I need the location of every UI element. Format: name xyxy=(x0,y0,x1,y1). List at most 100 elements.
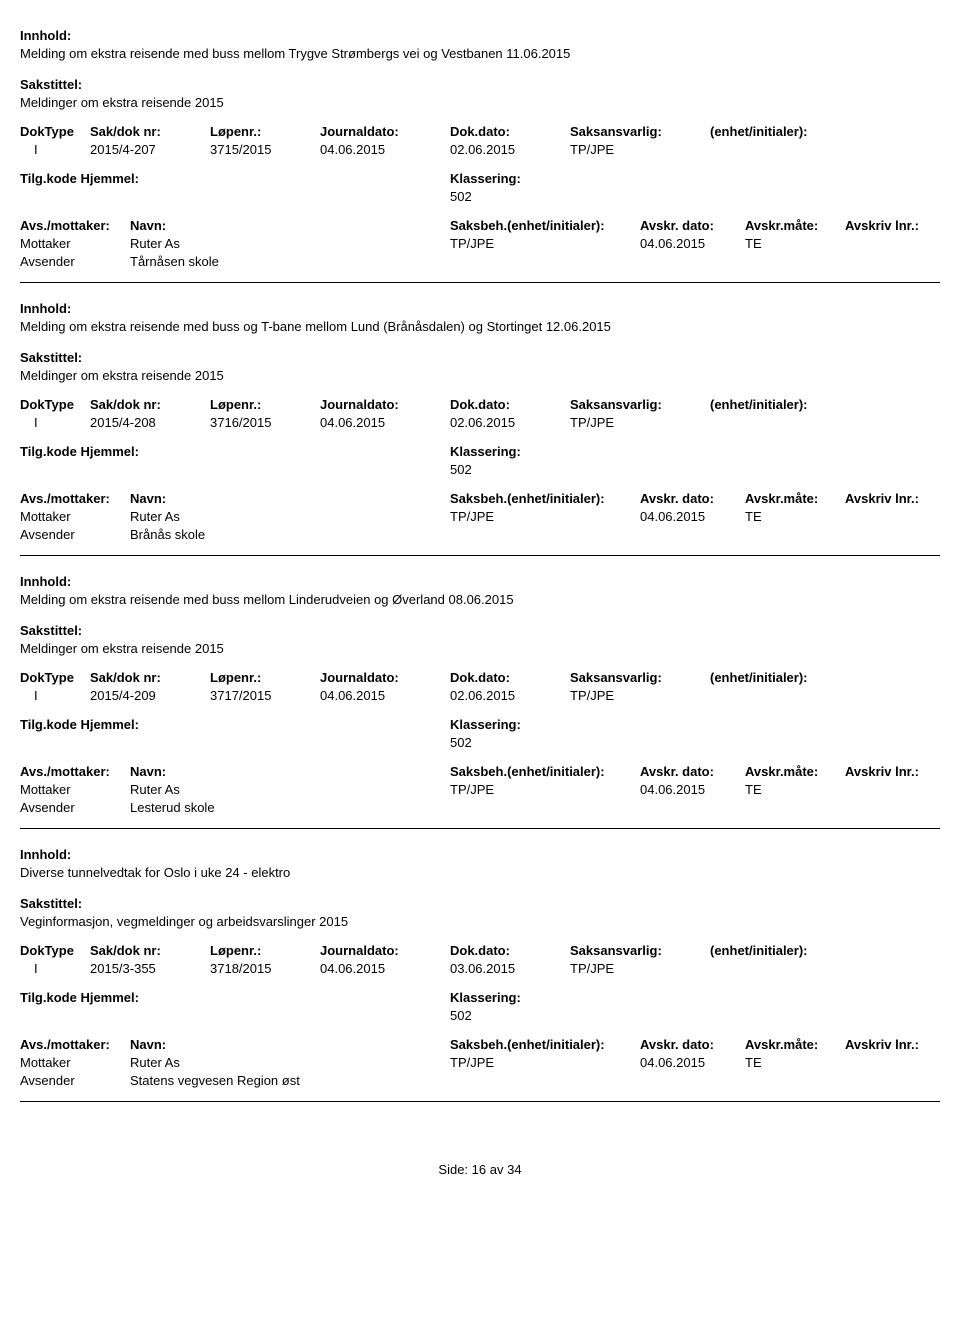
avsmottaker-header: Avs./mottaker: xyxy=(20,218,130,233)
klassering-label: Klassering: xyxy=(450,444,521,459)
klassering-label: Klassering: xyxy=(450,717,521,732)
sakdok-value: 2015/4-208 xyxy=(90,415,210,430)
avskrivlnr-header: Avskriv lnr.: xyxy=(845,1037,940,1052)
lopenr-header: Løpenr.: xyxy=(210,943,320,958)
innhold-label: Innhold: xyxy=(20,28,940,43)
journal-entry: Innhold: Melding om ekstra reisende med … xyxy=(20,283,940,556)
saksbeh-header: Saksbeh.(enhet/initialer): xyxy=(450,1037,640,1052)
sakdok-header: Sak/dok nr: xyxy=(90,670,210,685)
journal-entry: Innhold: Melding om ekstra reisende med … xyxy=(20,10,940,283)
lopenr-value: 3718/2015 xyxy=(210,961,320,976)
klassering-value: 502 xyxy=(450,1008,472,1023)
avsmottaker-header: Avs./mottaker: xyxy=(20,1037,130,1052)
mottaker-navn: Ruter As xyxy=(130,236,450,251)
sakstittel-text: Meldinger om ekstra reisende 2015 xyxy=(20,641,940,656)
innhold-label: Innhold: xyxy=(20,847,940,862)
klassering-value-row: 502 xyxy=(20,735,940,750)
dokdato-value: 02.06.2015 xyxy=(450,688,570,703)
doktype-value: I xyxy=(20,961,90,976)
saksansvarlig-value: TP/JPE xyxy=(570,142,710,157)
klassering-value: 502 xyxy=(450,462,472,477)
avskrdato-header: Avskr. dato: xyxy=(640,1037,745,1052)
saksbeh-value: TP/JPE xyxy=(450,1055,640,1070)
innhold-text: Melding om ekstra reisende med buss og T… xyxy=(20,319,940,334)
saksansvarlig-value: TP/JPE xyxy=(570,415,710,430)
journal-entry: Innhold: Melding om ekstra reisende med … xyxy=(20,556,940,829)
navn-header: Navn: xyxy=(130,1037,450,1052)
doktype-header: DokType xyxy=(20,943,90,958)
data-row: I 2015/4-207 3715/2015 04.06.2015 02.06.… xyxy=(20,142,940,157)
page-current: 16 xyxy=(472,1162,486,1177)
sakdok-value: 2015/4-209 xyxy=(90,688,210,703)
avs-header-row: Avs./mottaker: Navn: Saksbeh.(enhet/init… xyxy=(20,764,940,779)
avskrdato-value: 04.06.2015 xyxy=(640,236,745,251)
lopenr-value: 3716/2015 xyxy=(210,415,320,430)
lopenr-header: Løpenr.: xyxy=(210,670,320,685)
column-headers: DokType Sak/dok nr: Løpenr.: Journaldato… xyxy=(20,670,940,685)
dokdato-header: Dok.dato: xyxy=(450,670,570,685)
page-total: 34 xyxy=(507,1162,521,1177)
sakdok-header: Sak/dok nr: xyxy=(90,397,210,412)
sakdok-header: Sak/dok nr: xyxy=(90,943,210,958)
data-row: I 2015/3-355 3718/2015 04.06.2015 03.06.… xyxy=(20,961,940,976)
tilg-row: Tilg.kode Hjemmel: Klassering: xyxy=(20,444,940,459)
saksansvarlig-header: Saksansvarlig: xyxy=(570,397,710,412)
mottaker-label: Mottaker xyxy=(20,236,130,251)
klassering-value: 502 xyxy=(450,735,472,750)
dokdato-value: 03.06.2015 xyxy=(450,961,570,976)
dokdato-header: Dok.dato: xyxy=(450,943,570,958)
mottaker-row: Mottaker Ruter As TP/JPE 04.06.2015 TE xyxy=(20,509,940,524)
avsender-label: Avsender xyxy=(20,527,130,542)
journaldato-value: 04.06.2015 xyxy=(320,142,450,157)
avskrdato-header: Avskr. dato: xyxy=(640,218,745,233)
avs-header-row: Avs./mottaker: Navn: Saksbeh.(enhet/init… xyxy=(20,491,940,506)
data-row: I 2015/4-208 3716/2015 04.06.2015 02.06.… xyxy=(20,415,940,430)
mottaker-row: Mottaker Ruter As TP/JPE 04.06.2015 TE xyxy=(20,1055,940,1070)
enhet-header: (enhet/initialer): xyxy=(710,670,940,685)
avskrmate-header: Avskr.måte: xyxy=(745,218,845,233)
lopenr-header: Løpenr.: xyxy=(210,397,320,412)
avsender-label: Avsender xyxy=(20,800,130,815)
saksansvarlig-value: TP/JPE xyxy=(570,688,710,703)
avsender-row: Avsender Statens vegvesen Region øst xyxy=(20,1073,940,1088)
saksbeh-value: TP/JPE xyxy=(450,509,640,524)
avskrdato-value: 04.06.2015 xyxy=(640,509,745,524)
mottaker-navn: Ruter As xyxy=(130,1055,450,1070)
avsender-row: Avsender Lesterud skole xyxy=(20,800,940,815)
av-label: av xyxy=(490,1162,504,1177)
klassering-value-row: 502 xyxy=(20,189,940,204)
journal-entry: Innhold: Diverse tunnelvedtak for Oslo i… xyxy=(20,829,940,1102)
tilg-row: Tilg.kode Hjemmel: Klassering: xyxy=(20,717,940,732)
innhold-label: Innhold: xyxy=(20,301,940,316)
doktype-header: DokType xyxy=(20,670,90,685)
tilgkode-hjemmel-label: Tilg.kode Hjemmel: xyxy=(20,171,450,186)
mottaker-label: Mottaker xyxy=(20,1055,130,1070)
journaldato-header: Journaldato: xyxy=(320,124,450,139)
avs-header-row: Avs./mottaker: Navn: Saksbeh.(enhet/init… xyxy=(20,218,940,233)
avskrmate-header: Avskr.måte: xyxy=(745,1037,845,1052)
doktype-value: I xyxy=(20,688,90,703)
sakstittel-label: Sakstittel: xyxy=(20,896,940,911)
avsender-navn: Lesterud skole xyxy=(130,800,450,815)
klassering-value: 502 xyxy=(450,189,472,204)
saksbeh-value: TP/JPE xyxy=(450,782,640,797)
dokdato-value: 02.06.2015 xyxy=(450,142,570,157)
journaldato-header: Journaldato: xyxy=(320,397,450,412)
tilg-row: Tilg.kode Hjemmel: Klassering: xyxy=(20,990,940,1005)
journaldato-value: 04.06.2015 xyxy=(320,415,450,430)
avskrmate-value: TE xyxy=(745,1055,845,1070)
enhet-header: (enhet/initialer): xyxy=(710,397,940,412)
avskrmate-header: Avskr.måte: xyxy=(745,491,845,506)
enhet-header: (enhet/initialer): xyxy=(710,124,940,139)
mottaker-row: Mottaker Ruter As TP/JPE 04.06.2015 TE xyxy=(20,782,940,797)
navn-header: Navn: xyxy=(130,218,450,233)
klassering-label: Klassering: xyxy=(450,990,521,1005)
lopenr-value: 3715/2015 xyxy=(210,142,320,157)
sakdok-value: 2015/4-207 xyxy=(90,142,210,157)
navn-header: Navn: xyxy=(130,764,450,779)
mottaker-label: Mottaker xyxy=(20,509,130,524)
side-label: Side: xyxy=(438,1162,468,1177)
lopenr-header: Løpenr.: xyxy=(210,124,320,139)
avskrdato-header: Avskr. dato: xyxy=(640,764,745,779)
tilg-row: Tilg.kode Hjemmel: Klassering: xyxy=(20,171,940,186)
